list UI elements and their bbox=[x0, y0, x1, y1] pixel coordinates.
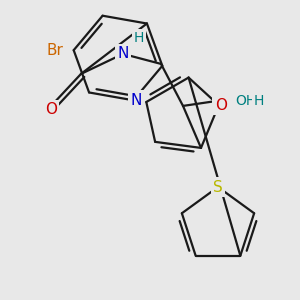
Text: S: S bbox=[213, 179, 223, 194]
Text: N: N bbox=[131, 93, 142, 108]
Text: OH: OH bbox=[235, 94, 256, 108]
Text: Br: Br bbox=[47, 43, 64, 58]
Text: H: H bbox=[134, 31, 144, 45]
Text: N: N bbox=[117, 46, 129, 62]
Text: O: O bbox=[45, 102, 57, 117]
Text: O: O bbox=[215, 98, 227, 113]
Text: H: H bbox=[254, 94, 264, 108]
